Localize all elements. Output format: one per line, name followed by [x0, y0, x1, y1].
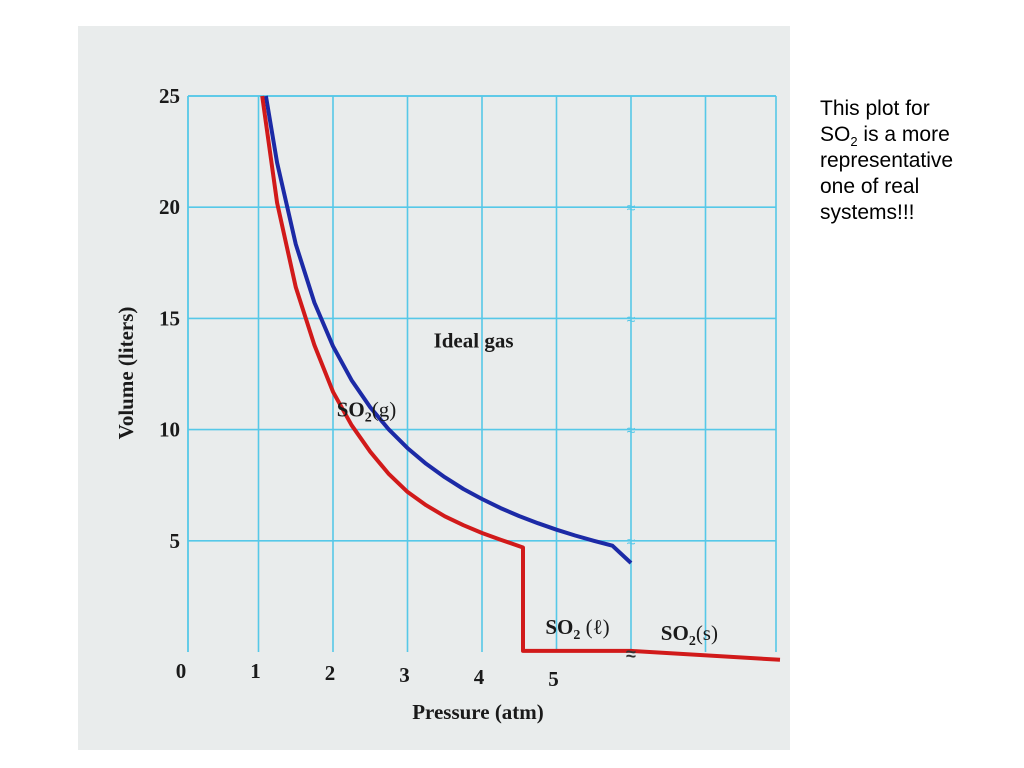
- curve-labels: Ideal gas SO2(g) SO2 (ℓ) SO2(s): [337, 328, 718, 648]
- paper-background: [78, 26, 790, 750]
- x-tick-label: 3: [399, 663, 410, 687]
- y-tick-label: 25: [159, 84, 180, 108]
- label-so2-solid: SO2(s): [661, 621, 718, 649]
- y-tick-label: 20: [159, 195, 180, 219]
- y-axis-label: Volume (liters): [114, 307, 138, 440]
- x-axis-label: Pressure (atm): [412, 700, 544, 724]
- label-ideal-gas: Ideal gas: [434, 328, 514, 352]
- plot-area: [260, 95, 781, 662]
- axis-break-marker: ≈: [626, 644, 636, 664]
- x-tick-label: 2: [325, 661, 336, 685]
- tick-labels: 0 1 2 3 4 5 5 10 15 20 25: [159, 84, 559, 691]
- y-tick-label: 15: [159, 306, 180, 330]
- x-tick-label: 0: [176, 659, 187, 683]
- axis-break-marker: ≈: [627, 311, 636, 328]
- series-line-ideal-gas: [263, 95, 633, 565]
- note-so2: SO: [820, 123, 851, 146]
- axis-break-marker: ≈: [627, 534, 636, 551]
- x-tick-label: 5: [548, 667, 559, 691]
- side-note: This plot for SO2 is a more representative…: [820, 96, 1010, 226]
- note-so2-subscript: 2: [850, 134, 858, 150]
- label-so2-gas: SO2(g): [337, 397, 397, 425]
- note-line-4: one of real: [820, 175, 920, 198]
- y-tick-label: 10: [159, 418, 180, 442]
- note-line-3: representative: [820, 149, 954, 172]
- axis-break-markers: ≈ ≈ ≈ ≈ ≈: [626, 200, 636, 664]
- label-so2-liquid: SO2 (ℓ): [545, 615, 609, 643]
- note-line-5: systems!!!: [820, 201, 915, 224]
- axis-break-marker: ≈: [627, 200, 636, 217]
- note-line-2-rest: is a more: [857, 123, 950, 146]
- x-tick-label: 1: [250, 659, 261, 683]
- note-line-1: This plot for: [820, 97, 930, 120]
- axis-break-marker: ≈: [627, 423, 636, 440]
- chart-grid: [187, 95, 777, 652]
- series-line-so2: [260, 95, 781, 662]
- x-tick-label: 4: [474, 665, 485, 689]
- y-tick-label: 5: [170, 529, 181, 553]
